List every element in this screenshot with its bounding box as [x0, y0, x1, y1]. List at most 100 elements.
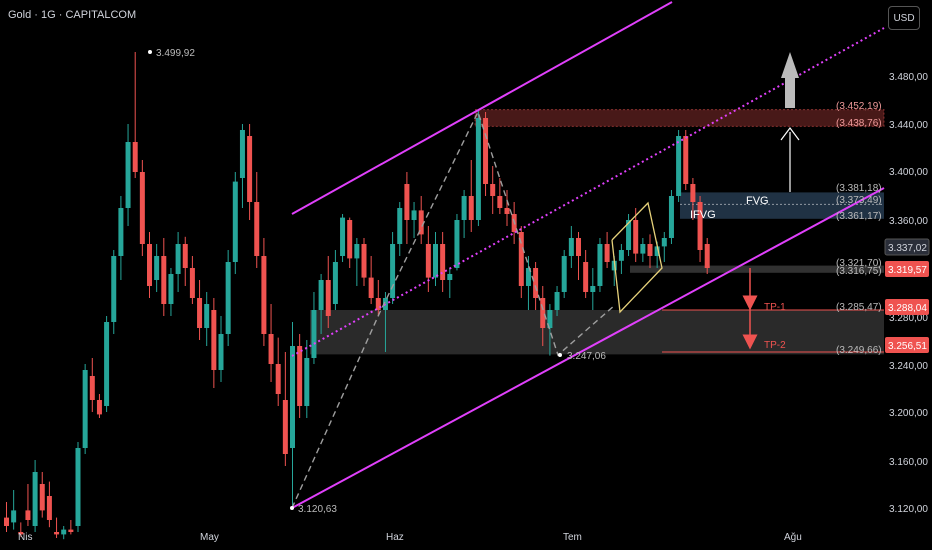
- candle: [425, 226, 431, 292]
- candle-body: [96, 400, 102, 415]
- wedge-pattern: [611, 201, 663, 314]
- fvg-label: FVG: [746, 195, 769, 207]
- candle: [239, 124, 245, 208]
- candle: [247, 124, 253, 220]
- zone-value-label: (3.285,47): [836, 302, 882, 313]
- candle-body: [568, 238, 574, 256]
- tp2-label: TP-2: [764, 340, 786, 351]
- candle-body: [540, 298, 546, 328]
- candle-body: [561, 256, 567, 292]
- candle-body: [433, 244, 438, 278]
- y-tick-label: 3.280,00: [889, 313, 928, 324]
- candle-body: [147, 244, 152, 286]
- candle: [275, 337, 281, 406]
- price-tag: 3.256,51: [885, 337, 929, 353]
- candle: [118, 196, 124, 280]
- price-tag-box: [884, 238, 930, 256]
- candle-body: [197, 298, 203, 328]
- candle: [597, 238, 603, 292]
- candle: [96, 394, 102, 418]
- candle-body: [640, 244, 646, 254]
- candle: [697, 196, 703, 262]
- candle: [197, 280, 203, 340]
- candle: [590, 268, 596, 310]
- candle: [525, 256, 531, 310]
- candle-body: [425, 244, 431, 278]
- candle: [604, 232, 610, 268]
- candle-body: [618, 250, 624, 261]
- y-tick-label: 3.400,00: [889, 167, 928, 178]
- candle: [440, 232, 446, 292]
- candle-body: [440, 244, 446, 280]
- candle: [325, 256, 331, 328]
- price-tag-label: 3.319,57: [888, 265, 927, 276]
- candle-body: [661, 238, 667, 247]
- candle-body: [347, 220, 353, 259]
- candle: [626, 214, 632, 256]
- candle-body: [404, 184, 410, 220]
- candle: [554, 286, 560, 316]
- candle-body: [118, 208, 124, 256]
- candle-body: [182, 244, 188, 268]
- candle-body: [54, 532, 60, 535]
- candle: [433, 232, 438, 286]
- candle-body: [668, 196, 674, 238]
- candle: [368, 256, 374, 304]
- candle: [583, 250, 589, 298]
- candle-body: [282, 400, 288, 454]
- candle: [189, 256, 195, 304]
- candle-body: [325, 280, 331, 316]
- candle-body: [125, 142, 131, 208]
- chart-title: Gold · 1G · CAPITALCOM: [8, 9, 137, 21]
- candle-body: [89, 376, 95, 400]
- candle: [161, 238, 167, 316]
- channel-lower-line: [291, 187, 885, 509]
- candle: [618, 244, 624, 274]
- candle: [261, 238, 267, 346]
- candle-body: [475, 118, 481, 220]
- candle-body: [418, 210, 424, 235]
- candle-body: [590, 286, 596, 292]
- candle: [390, 232, 396, 304]
- price-tag-label: 3.288,04: [888, 303, 927, 314]
- candle-body: [25, 510, 31, 520]
- candle-body: [483, 118, 489, 184]
- candle: [82, 364, 88, 454]
- candle: [490, 166, 496, 214]
- candle-body: [104, 322, 110, 406]
- candle: [633, 208, 639, 262]
- candle-body: [375, 298, 381, 310]
- candle: [304, 340, 310, 418]
- candle-body: [239, 130, 245, 178]
- x-tick-label: May: [200, 532, 219, 543]
- candle-body: [218, 334, 224, 370]
- candle: [483, 112, 489, 196]
- candle-body: [626, 220, 632, 250]
- low-label: 3.120,63: [298, 504, 337, 515]
- candle: [461, 190, 467, 238]
- candle-body: [168, 274, 174, 304]
- candle-body: [633, 220, 639, 254]
- candle: [111, 250, 117, 334]
- candle-body: [297, 346, 303, 406]
- candle-body: [597, 244, 603, 286]
- candle-body: [68, 529, 74, 532]
- candle: [318, 274, 324, 334]
- ifvg-zone: [630, 265, 884, 273]
- candle-body: [368, 277, 374, 298]
- zone-value-label: (3.316,75): [836, 266, 882, 277]
- zone-value-label: (3.452,19): [836, 101, 882, 112]
- candle-body: [647, 244, 653, 256]
- candle-body: [11, 510, 17, 523]
- currency-button[interactable]: USD: [888, 6, 920, 30]
- candle: [704, 238, 710, 274]
- candle: [282, 352, 288, 466]
- candle-body: [554, 292, 560, 310]
- x-tick-label: Tem: [563, 532, 582, 543]
- y-tick-label: 3.480,00: [889, 72, 928, 83]
- candle-body: [225, 262, 231, 334]
- candle: [676, 130, 682, 202]
- candle: [475, 109, 481, 226]
- candle: [154, 244, 160, 292]
